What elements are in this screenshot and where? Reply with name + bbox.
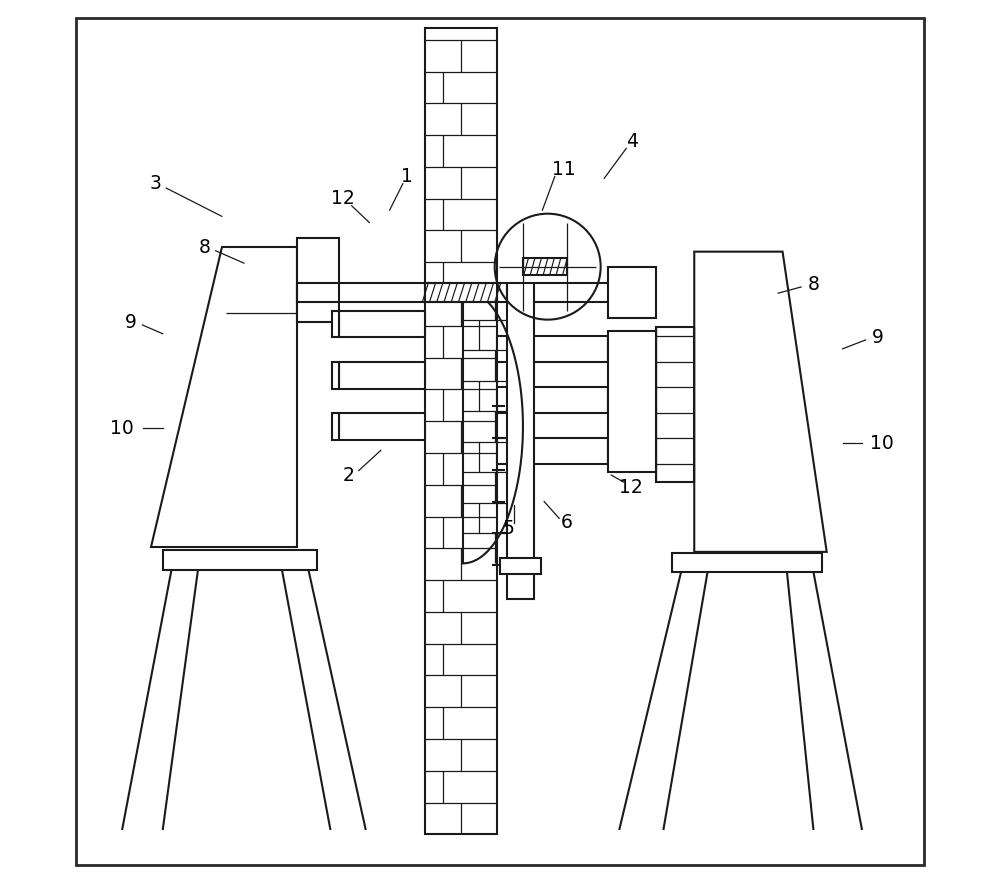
Text: 12: 12: [331, 189, 355, 208]
Text: 6: 6: [560, 513, 572, 532]
Text: 2: 2: [342, 465, 354, 485]
Bar: [608, 387, 615, 413]
Text: 1: 1: [401, 167, 413, 186]
Text: 8: 8: [808, 275, 819, 294]
Text: 10: 10: [110, 419, 134, 438]
Bar: [507, 283, 534, 599]
Bar: [297, 238, 339, 322]
Text: 12: 12: [619, 478, 643, 497]
Text: 9: 9: [125, 313, 137, 332]
Bar: [425, 283, 497, 302]
Text: 5: 5: [503, 518, 515, 538]
Text: 9: 9: [872, 328, 884, 347]
Bar: [497, 336, 608, 362]
Text: 3: 3: [150, 174, 162, 193]
Bar: [332, 311, 339, 337]
Bar: [608, 438, 615, 464]
Text: 4: 4: [626, 132, 638, 151]
Bar: [339, 413, 425, 440]
Bar: [608, 331, 656, 472]
Text: 11: 11: [552, 160, 575, 179]
Bar: [500, 558, 541, 574]
Bar: [497, 438, 608, 464]
Bar: [339, 362, 425, 389]
Bar: [672, 553, 822, 572]
Bar: [497, 387, 608, 413]
Text: 10: 10: [870, 434, 893, 453]
Bar: [332, 413, 339, 440]
Bar: [339, 311, 425, 337]
Bar: [608, 267, 656, 318]
Bar: [656, 327, 694, 482]
Bar: [523, 258, 567, 275]
Polygon shape: [151, 247, 297, 547]
Bar: [425, 28, 497, 834]
Polygon shape: [694, 252, 827, 552]
Bar: [608, 336, 615, 362]
Bar: [163, 550, 317, 570]
Text: 8: 8: [198, 238, 210, 257]
Bar: [332, 362, 339, 389]
